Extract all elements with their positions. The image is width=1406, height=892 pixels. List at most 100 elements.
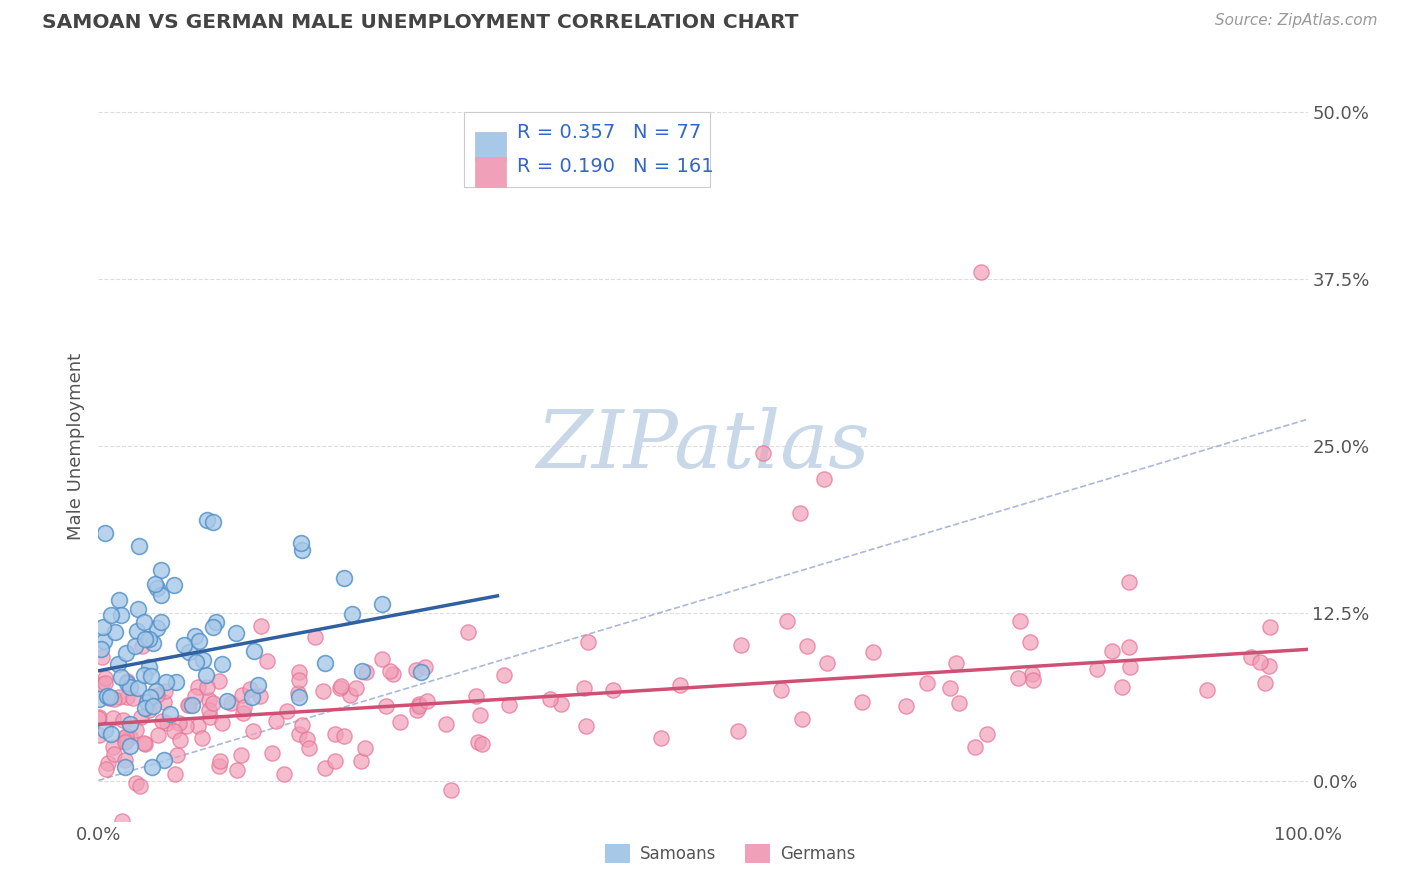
Point (201, 620, 224, 634)
Point (114, 735, 136, 749)
Point (1119, 659, 1142, 673)
Point (120, 680, 142, 694)
Point (125, 723, 148, 737)
Point (188, 633, 211, 648)
Point (314, 656, 336, 670)
Point (1258, 659, 1281, 673)
Point (948, 697, 970, 711)
Point (323, 754, 346, 768)
Point (159, 707, 181, 722)
Point (243, 644, 266, 658)
Point (813, 473, 835, 487)
Point (138, 632, 160, 646)
Point (406, 703, 429, 717)
Point (108, 690, 131, 705)
Point (312, 684, 335, 698)
Point (288, 673, 311, 687)
Point (152, 695, 174, 709)
Point (945, 656, 967, 670)
Point (94, 762, 117, 776)
Point (1254, 676, 1277, 690)
Point (191, 652, 214, 666)
Point (191, 731, 214, 746)
Point (153, 753, 176, 767)
Point (202, 696, 225, 710)
Point (87, 711, 110, 725)
Point (1195, 683, 1218, 698)
Point (242, 723, 264, 738)
Point (416, 693, 439, 707)
Point (498, 698, 520, 712)
Point (112, 713, 135, 727)
Point (208, 759, 231, 773)
Point (333, 729, 356, 743)
Point (915, 676, 938, 690)
Point (1007, 671, 1029, 685)
Point (976, 727, 998, 741)
Point (650, 731, 672, 746)
Point (143, 577, 166, 591)
Point (90, 642, 112, 657)
Point (195, 680, 218, 694)
Point (114, 730, 136, 744)
Point (114, 734, 136, 748)
Point (101, 739, 124, 754)
Point (127, 681, 149, 695)
Point (127, 602, 149, 616)
Point (963, 739, 986, 754)
Point (249, 690, 271, 704)
Point (141, 760, 163, 774)
Point (89, 710, 111, 724)
Text: ZIPatlas: ZIPatlas (536, 408, 870, 484)
Point (1021, 666, 1043, 681)
Point (232, 706, 254, 721)
Point (110, 670, 132, 684)
Point (602, 682, 624, 697)
Point (165, 766, 187, 780)
Text: Source: ZipAtlas.com: Source: ZipAtlas.com (1215, 13, 1378, 29)
Point (150, 615, 173, 629)
Point (146, 621, 169, 635)
Point (273, 766, 295, 780)
Point (287, 726, 309, 740)
Point (202, 515, 225, 529)
Point (115, 690, 138, 704)
Point (197, 703, 219, 717)
Point (208, 674, 231, 689)
Point (350, 664, 373, 678)
Text: R = 0.357: R = 0.357 (517, 123, 616, 142)
Point (169, 733, 191, 747)
Point (139, 669, 162, 683)
Point (288, 665, 311, 680)
Point (200, 709, 222, 723)
Point (256, 654, 278, 668)
Point (381, 667, 404, 681)
Point (136, 695, 159, 709)
Point (132, 667, 155, 681)
Point (145, 684, 167, 698)
Point (97, 756, 120, 771)
Point (197, 693, 219, 707)
Point (90, 649, 112, 664)
Point (575, 718, 598, 732)
Point (138, 659, 160, 673)
Point (134, 701, 156, 715)
Point (100, 726, 122, 740)
Point (465, 689, 488, 703)
Point (156, 715, 179, 730)
Point (291, 543, 314, 558)
Point (862, 644, 884, 658)
Point (131, 640, 153, 654)
Point (87, 692, 110, 706)
Point (134, 632, 156, 647)
Point (298, 741, 321, 756)
Point (98, 690, 121, 705)
Point (232, 700, 254, 714)
Point (107, 592, 129, 607)
Point (111, 814, 134, 828)
Point (231, 688, 253, 702)
Point (467, 735, 489, 749)
Point (150, 563, 173, 577)
Point (100, 608, 122, 623)
Point (260, 746, 283, 760)
